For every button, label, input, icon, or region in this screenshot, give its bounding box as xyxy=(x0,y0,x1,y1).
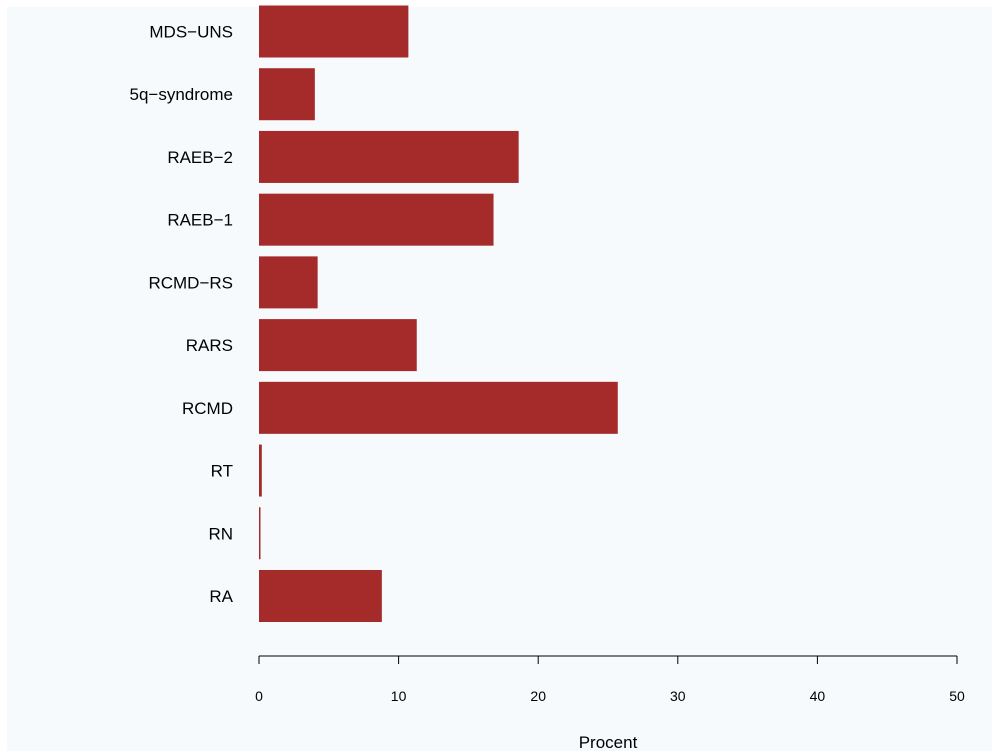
category-label-3: RCMD xyxy=(182,399,233,418)
bar-9 xyxy=(259,5,409,58)
bar-1 xyxy=(259,507,261,560)
category-label-7: RAEB−2 xyxy=(167,148,233,167)
bar-4 xyxy=(259,319,417,372)
bars-group xyxy=(259,5,618,622)
x-axis-title: Procent xyxy=(579,733,638,751)
x-tick-label-1: 10 xyxy=(391,688,407,704)
x-tick-label-2: 20 xyxy=(530,688,546,704)
category-label-6: RAEB−1 xyxy=(167,211,233,230)
category-label-5: RCMD−RS xyxy=(148,273,233,292)
bar-7 xyxy=(259,130,519,183)
bar-8 xyxy=(259,68,315,121)
category-label-2: RT xyxy=(211,462,233,481)
category-label-1: RN xyxy=(208,524,233,543)
x-axis: 0 10 20 30 40 50 xyxy=(255,655,965,704)
category-label-8: 5q−syndrome xyxy=(130,85,233,104)
x-ticks: 0 10 20 30 40 50 xyxy=(255,656,965,704)
x-tick-label-4: 40 xyxy=(810,688,826,704)
bar-5 xyxy=(259,256,318,309)
bar-3 xyxy=(259,381,618,434)
category-label-0: RA xyxy=(209,587,233,606)
bar-6 xyxy=(259,193,494,246)
category-label-9: MDS−UNS xyxy=(149,23,233,42)
x-tick-label-5: 50 xyxy=(949,688,965,704)
category-labels: RA RN RT RCMD RARS RCMD−RS RAEB−1 RAEB−2 5q−synd… xyxy=(130,23,234,607)
category-label-4: RARS xyxy=(186,336,233,355)
x-tick-label-3: 30 xyxy=(670,688,686,704)
bar-2 xyxy=(259,444,262,497)
bar-0 xyxy=(259,570,382,622)
x-tick-label-0: 0 xyxy=(255,688,263,704)
